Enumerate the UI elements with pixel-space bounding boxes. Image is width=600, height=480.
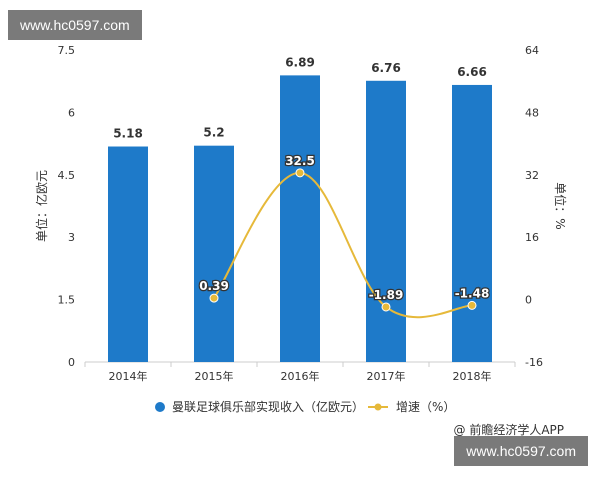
legend-label-revenue: 曼联足球俱乐部实现收入（亿欧元） (172, 399, 364, 414)
growth-value-label: 32.5 (285, 154, 315, 168)
growth-value-label: -1.48 (455, 286, 490, 300)
x-tick-label: 2018年 (453, 369, 492, 383)
bar-value-label: 6.89 (285, 55, 315, 69)
watermark-bottom: www.hc0597.com (454, 436, 588, 466)
y-left-tick-label: 4.5 (58, 169, 76, 182)
y-right-axis-title: 单位：% (553, 182, 568, 229)
x-tick-label: 2017年 (367, 369, 406, 383)
bar-value-label: 6.76 (371, 61, 401, 75)
x-tick-label: 2015年 (195, 369, 234, 383)
legend-swatch-revenue (155, 402, 165, 412)
y-right-tick-label: 16 (525, 231, 539, 244)
y-right-tick-label: 32 (525, 169, 539, 182)
chart-labels: 5.18 5.2 6.89 6.76 6.66 0.39 32.5 -1.89 -1.48 (113, 55, 490, 303)
y-right-tick-label: -16 (525, 356, 543, 369)
legend-label-growth: 增速（%） (396, 400, 455, 414)
y-left-tick-label: 7.5 (58, 44, 76, 57)
bar-value-label: 5.18 (113, 127, 143, 141)
growth-line (213, 171, 473, 319)
x-tick-label: 2014年 (109, 369, 148, 383)
x-tick-label: 2016年 (281, 369, 320, 383)
bar (108, 146, 148, 362)
growth-point (381, 302, 391, 312)
source-credit: @ 前瞻经济学人APP (453, 423, 565, 437)
bar-value-label: 6.66 (457, 65, 487, 79)
bar (452, 84, 492, 362)
growth-point (467, 300, 477, 310)
y-left-tick-label: 6 (68, 106, 75, 119)
y-left-tick-label: 0 (68, 356, 75, 369)
growth-value-label: 0.39 (199, 279, 229, 293)
bar (280, 75, 320, 362)
y-left-tick-label: 3 (68, 231, 75, 244)
y-left-axis-title: 单位：亿欧元 (34, 170, 49, 242)
growth-value-label: -1.89 (369, 288, 404, 302)
watermark-top: www.hc0597.com (8, 10, 142, 40)
growth-point (209, 293, 219, 303)
y-right-tick-label: 0 (525, 294, 532, 307)
chart-line (209, 168, 477, 319)
y-left-tick-label: 1.5 (58, 294, 76, 307)
bar-value-label: 5.2 (203, 126, 224, 140)
chart-legend: 曼联足球俱乐部实现收入（亿欧元） 增速（%） (155, 399, 455, 414)
chart-bars (108, 75, 492, 362)
bar (194, 145, 234, 362)
y-right-tick-label: 48 (525, 106, 539, 119)
growth-point (295, 168, 305, 178)
legend-swatch-growth-dot (374, 403, 382, 411)
bar (366, 80, 406, 362)
y-right-tick-label: 64 (525, 44, 539, 57)
